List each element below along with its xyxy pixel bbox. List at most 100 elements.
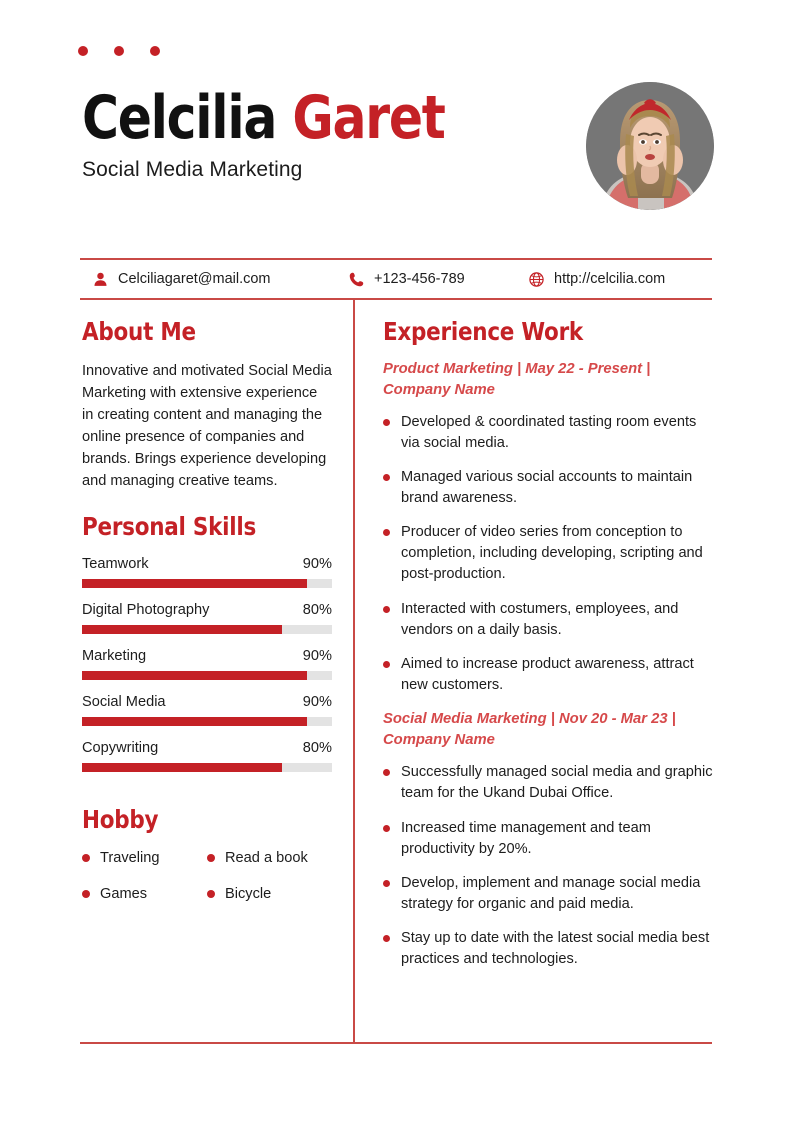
skill-progress-fill	[82, 671, 307, 681]
job-bullet: Developed & coordinated tasting room eve…	[383, 412, 713, 454]
dot-icon	[150, 46, 160, 56]
job-bullet: Stay up to date with the latest social m…	[383, 928, 713, 970]
skill-progress-fill	[82, 579, 307, 589]
hobby-label: Read a book	[225, 849, 308, 866]
skill-progress-track	[82, 579, 332, 589]
decorative-dots	[78, 46, 160, 56]
skill-label: Digital Photography	[82, 602, 210, 619]
skill-progress-track	[82, 763, 332, 773]
last-name: Garet	[292, 83, 445, 153]
about-section-title: About Me	[82, 317, 196, 346]
job-bullet: Producer of video series from conception…	[383, 522, 713, 585]
skills-list: Teamwork 90% Digital Photography 80% M	[82, 556, 332, 773]
skill-percent: 90%	[302, 648, 332, 665]
job-bullet-text: Aimed to increase product awareness, att…	[401, 655, 694, 694]
skill-progress-fill	[82, 625, 282, 635]
bullet-icon	[207, 889, 215, 898]
skill-item: Social Media 90%	[82, 694, 332, 727]
job-heading: Product Marketing | May 22 - Present | C…	[383, 360, 651, 398]
experience-job: Product Marketing | May 22 - Present | C…	[383, 359, 713, 697]
job-bullet-list: Developed & coordinated tasting room eve…	[383, 412, 713, 697]
globe-icon	[529, 271, 544, 287]
hobby-list: Traveling Read a book Games Bicycle	[82, 850, 332, 902]
bullet-icon	[383, 473, 390, 481]
contact-rule-top	[80, 258, 712, 260]
column-divider	[353, 300, 355, 1043]
skill-label: Marketing	[82, 648, 147, 665]
avatar	[586, 82, 714, 210]
experience-section-title: Experience Work	[383, 317, 583, 346]
skills-section-title: Personal Skills	[82, 511, 257, 541]
bullet-icon	[82, 889, 90, 898]
job-bullet-text: Develop, implement and manage social med…	[401, 874, 701, 912]
skill-progress-track	[82, 671, 332, 681]
about-section-text: Innovative and motivated Social Media Ma…	[82, 362, 332, 490]
first-name: Celcilia	[82, 83, 277, 153]
skill-percent: 90%	[302, 694, 332, 711]
person-icon	[94, 272, 107, 286]
experience-job: Social Media Marketing | Nov 20 - Mar 23…	[383, 709, 713, 970]
dot-icon	[78, 46, 88, 56]
bullet-icon	[383, 605, 390, 613]
bullet-icon	[383, 935, 390, 943]
job-bullet-text: Producer of video series from conception…	[401, 524, 703, 583]
contact-item-phone[interactable]: +123-456-789	[348, 271, 528, 288]
left-column: About Me Innovative and motivated Social…	[82, 318, 332, 902]
contact-item-website[interactable]: http://celcilia.com	[528, 271, 712, 288]
skill-progress-track	[82, 717, 332, 727]
skill-progress-fill	[82, 763, 282, 773]
hobby-item: Games	[82, 886, 207, 902]
hobby-section-title: Hobby	[82, 805, 159, 835]
job-bullet: Develop, implement and manage social med…	[383, 873, 713, 915]
job-bullet-text: Managed various social accounts to maint…	[401, 468, 693, 506]
skill-item: Digital Photography 80%	[82, 602, 332, 635]
skill-progress-fill	[82, 717, 307, 727]
bullet-icon	[207, 853, 215, 862]
bullet-icon	[383, 879, 390, 887]
skill-progress-track	[82, 625, 332, 635]
skill-label: Social Media	[82, 694, 166, 711]
contact-website-text: http://celcilia.com	[554, 271, 666, 287]
job-role-subtitle: Social Media Marketing	[82, 158, 303, 181]
skill-percent: 80%	[302, 602, 332, 619]
bullet-icon	[82, 853, 90, 862]
job-bullet: Aimed to increase product awareness, att…	[383, 654, 713, 696]
profile-photo-icon	[586, 82, 714, 210]
bullet-icon	[383, 529, 390, 537]
skill-label: Teamwork	[82, 556, 149, 573]
job-bullet: Interacted with costumers, employees, an…	[383, 599, 713, 641]
hobby-item: Traveling	[82, 850, 207, 866]
job-bullet-text: Stay up to date with the latest social m…	[401, 930, 710, 968]
job-heading: Social Media Marketing | Nov 20 - Mar 23…	[383, 711, 676, 749]
dot-icon	[114, 46, 124, 56]
hobby-label: Bicycle	[225, 885, 272, 902]
hobby-label: Traveling	[100, 849, 160, 866]
job-bullet-list: Successfully managed social media and gr…	[383, 762, 713, 970]
bullet-icon	[383, 769, 390, 777]
job-bullet: Successfully managed social media and gr…	[383, 762, 713, 804]
contact-rule-bottom	[80, 298, 712, 300]
bullet-icon	[383, 660, 390, 668]
skill-percent: 80%	[302, 740, 332, 757]
page-bottom-rule	[80, 1042, 712, 1044]
page-title: Celcilia Garet	[82, 88, 611, 148]
right-column: Experience Work Product Marketing | May …	[383, 318, 713, 983]
bullet-icon	[383, 418, 390, 426]
contact-phone-text: +123-456-789	[374, 271, 465, 287]
skill-item: Teamwork 90%	[82, 556, 332, 589]
skill-item: Marketing 90%	[82, 648, 332, 681]
phone-icon	[349, 272, 364, 286]
contact-bar: Celciliagaret@mail.com +123-456-789 http…	[80, 262, 712, 296]
hobby-item: Read a book	[207, 850, 332, 866]
job-bullet-text: Interacted with costumers, employees, an…	[401, 600, 679, 638]
job-bullet-text: Increased time management and team produ…	[401, 819, 651, 857]
job-bullet-text: Developed & coordinated tasting room eve…	[401, 413, 697, 451]
skill-percent: 90%	[302, 556, 332, 573]
skill-label: Copywriting	[82, 740, 159, 757]
hobby-label: Games	[100, 885, 148, 902]
job-bullet: Increased time management and team produ…	[383, 818, 713, 860]
bullet-icon	[383, 824, 390, 832]
header: Celcilia Garet Social Media Marketing	[82, 88, 712, 223]
contact-item-email[interactable]: Celciliagaret@mail.com	[80, 271, 348, 288]
